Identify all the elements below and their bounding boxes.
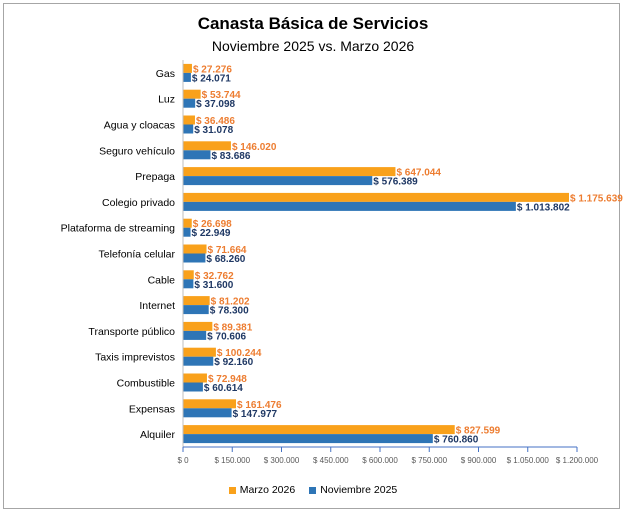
bar-noviembre [183,330,207,340]
bar-marzo [183,63,192,73]
bar-marzo [183,425,455,435]
bar-marzo [183,347,216,357]
legend-item-marzo: Marzo 2026 [228,484,296,496]
data-label: $ 37.098 [196,99,235,110]
data-label: $ 22.949 [192,228,231,239]
bar-marzo [183,321,213,331]
data-label: $ 146.020 [232,142,277,153]
data-label: $ 576.389 [373,177,418,188]
bar-noviembre [183,124,194,134]
data-label: $ 70.606 [207,331,246,342]
legend-swatch [228,486,236,494]
chart-subtitle: Noviembre 2025 vs. Marzo 2026 [211,38,415,54]
bar-marzo [183,141,231,151]
bar-noviembre [183,382,203,392]
data-label: $ 760.860 [434,435,479,446]
x-tick-label: $ 1.200.000 [556,456,599,465]
data-label: $ 827.599 [456,426,501,437]
data-label: $ 147.977 [233,409,278,420]
bar-noviembre [183,356,214,366]
data-label: $ 31.600 [194,280,233,291]
chart-title: Canasta Básica de Servicios [197,14,429,33]
x-tick-label: $ 150.000 [214,456,250,465]
legend: Marzo 2026 Noviembre 2025 [0,484,626,496]
data-label: $ 83.686 [211,151,250,162]
data-label: $ 31.078 [194,125,233,136]
legend-label: Marzo 2026 [239,484,296,496]
bar-noviembre [183,98,196,108]
data-label: $ 92.160 [214,357,253,368]
category-label: Luz [158,94,175,106]
bar-noviembre [183,150,211,160]
x-tick-label: $ 750.000 [411,456,447,465]
data-label: $ 36.486 [196,116,235,127]
category-label: Combustible [117,378,176,390]
category-label: Cable [148,274,176,286]
data-label: $ 89.381 [213,322,252,333]
category-label: Plataforma de streaming [61,223,176,235]
x-tick-label: $ 600.000 [362,456,398,465]
category-label: Internet [139,300,175,312]
data-label: $ 72.948 [208,374,247,385]
bar-marzo [183,218,192,228]
data-label: $ 26.698 [193,219,232,230]
category-label: Taxis imprevistos [95,352,175,364]
category-label: Agua y cloacas [104,120,175,132]
x-tick-label: $ 300.000 [264,456,300,465]
category-label: Colegio privado [102,197,175,209]
legend-item-noviembre: Noviembre 2025 [309,484,397,496]
category-label: Gas [156,68,175,80]
bar-noviembre [183,176,373,186]
category-label: Alquiler [140,429,176,441]
category-label: Transporte público [88,326,175,338]
category-label: Prepaga [135,171,175,183]
bar-noviembre [183,227,191,237]
category-label: Seguro vehículo [99,145,175,157]
category-label: Expensas [129,403,175,415]
data-label: $ 647.044 [396,168,441,179]
x-tick-label: $ 900.000 [461,456,497,465]
bar-marzo [183,192,570,202]
data-label: $ 24.071 [192,73,231,84]
legend-label: Noviembre 2025 [320,484,398,496]
data-label: $ 53.744 [202,90,241,101]
bar-marzo [183,89,201,99]
bar-noviembre [183,253,206,263]
bar-marzo [183,399,237,409]
bar-marzo [183,244,207,254]
legend-swatch [309,486,317,494]
data-label: $ 78.300 [210,306,249,317]
data-label: $ 32.762 [195,271,234,282]
bar-noviembre [183,279,194,289]
bar-marzo [183,373,207,383]
bar-marzo [183,270,194,280]
chart-frame [3,3,620,509]
bar-marzo [183,296,210,306]
bar-marzo [183,167,396,177]
data-label: $ 1.175.639 [570,193,623,204]
data-label: $ 1.013.802 [517,202,570,213]
bar-noviembre [183,201,516,211]
data-label: $ 161.476 [237,400,282,411]
x-tick-label: $ 450.000 [313,456,349,465]
data-label: $ 100.244 [217,348,262,359]
bar-noviembre [183,72,191,82]
data-label: $ 68.260 [206,254,245,265]
bar-noviembre [183,305,209,315]
x-tick-label: $ 1.050.000 [507,456,550,465]
x-tick-label: $ 0 [177,456,189,465]
data-label: $ 60.614 [204,383,243,394]
data-label: $ 27.276 [193,64,232,75]
category-label: Telefonía celular [99,249,176,261]
bar-marzo [183,115,195,125]
bar-noviembre [183,434,433,444]
data-label: $ 81.202 [211,297,250,308]
bar-noviembre [183,408,232,418]
data-label: $ 71.664 [208,245,247,256]
